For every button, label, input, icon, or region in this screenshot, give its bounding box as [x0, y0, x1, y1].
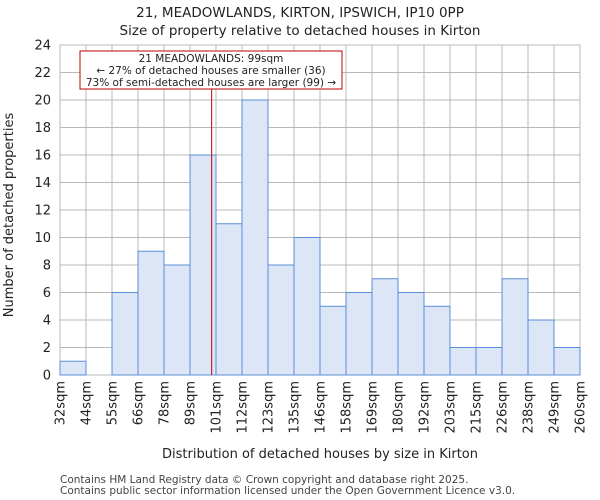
annotation-line-3: 73% of semi-detached houses are larger (… — [86, 77, 337, 89]
x-tick-label: 226sqm — [496, 381, 511, 434]
histogram-bar — [267, 264, 295, 376]
x-tick-label: 78sqm — [158, 381, 173, 425]
x-tick-label: 44sqm — [80, 381, 95, 425]
x-tick-label: 215sqm — [470, 381, 485, 434]
y-tick-label: 0 — [43, 369, 51, 384]
y-tick-label: 6 — [43, 286, 51, 301]
histogram-bar — [319, 305, 347, 376]
y-tick-label: 24 — [34, 39, 51, 54]
histogram-bar — [449, 347, 477, 376]
y-tick-label: 12 — [34, 204, 51, 219]
bars — [59, 99, 581, 376]
y-tick-label: 8 — [43, 259, 51, 274]
x-tick-label: 55sqm — [106, 381, 121, 425]
histogram-bar — [215, 223, 243, 376]
x-tick-label: 146sqm — [314, 381, 329, 434]
annotation-line-2: ← 27% of detached houses are smaller (36… — [96, 65, 325, 77]
x-tick-label: 158sqm — [340, 381, 355, 434]
y-axis-label: Number of detached properties — [2, 113, 17, 318]
y-tick-label: 16 — [34, 149, 51, 164]
x-tick-label: 112sqm — [236, 381, 251, 434]
annotation-line-1: 21 MEADOWLANDS: 99sqm — [139, 53, 284, 65]
histogram-bar — [553, 347, 581, 376]
histogram-bar — [163, 264, 191, 376]
x-tick-label: 169sqm — [366, 381, 381, 434]
y-tick-label: 2 — [43, 341, 51, 356]
y-tick-label: 22 — [34, 66, 51, 81]
x-tick-label: 192sqm — [418, 381, 433, 434]
x-tick-label: 123sqm — [262, 381, 277, 434]
x-tick-labels: 32sqm 44sqm 55sqm 66sqm 78sqm 89sqm 101sqm 112s… — [54, 381, 589, 434]
histogram-bar — [345, 292, 373, 376]
x-tick-label: 260sqm — [574, 381, 589, 434]
footer-line-2: Contains public sector information licen… — [60, 485, 515, 497]
y-tick-label: 14 — [34, 176, 51, 191]
histogram-bar — [423, 305, 451, 376]
x-tick-label: 180sqm — [392, 381, 407, 434]
annotation-border — [79, 50, 343, 90]
y-tick-label: 10 — [34, 231, 51, 246]
histogram-bar — [475, 347, 503, 376]
chart-subtitle: Size of property relative to detached ho… — [120, 23, 481, 39]
chart-title: 21, MEADOWLANDS, KIRTON, IPSWICH, IP10 0… — [136, 5, 464, 21]
y-tick-label: 4 — [43, 314, 51, 329]
x-tick-label: 101sqm — [210, 381, 225, 434]
histogram-bar — [59, 360, 87, 376]
y-tick-label: 20 — [34, 94, 51, 109]
histogram-bar — [137, 250, 165, 376]
y-tick-label: 18 — [34, 121, 51, 136]
footer-line-1: Contains HM Land Registry data © Crown c… — [60, 474, 468, 486]
x-tick-label: 238sqm — [522, 381, 537, 434]
x-tick-label: 89sqm — [184, 381, 199, 425]
histogram-bar — [111, 292, 139, 376]
histogram-bar — [293, 237, 321, 376]
histogram-bar — [371, 278, 399, 376]
x-tick-label: 66sqm — [132, 381, 147, 425]
histogram-bar — [527, 319, 555, 376]
histogram-bar — [241, 99, 269, 376]
histogram-bar — [501, 278, 529, 376]
x-axis-label: Distribution of detached houses by size … — [162, 447, 478, 462]
annotation-box: 21 MEADOWLANDS: 99sqm ← 27% of detached … — [79, 50, 343, 90]
x-tick-label: 135sqm — [288, 381, 303, 434]
x-tick-label: 249sqm — [548, 381, 563, 434]
histogram-bar — [397, 292, 425, 376]
x-tick-label: 203sqm — [444, 381, 459, 434]
x-tick-label: 32sqm — [54, 381, 69, 425]
